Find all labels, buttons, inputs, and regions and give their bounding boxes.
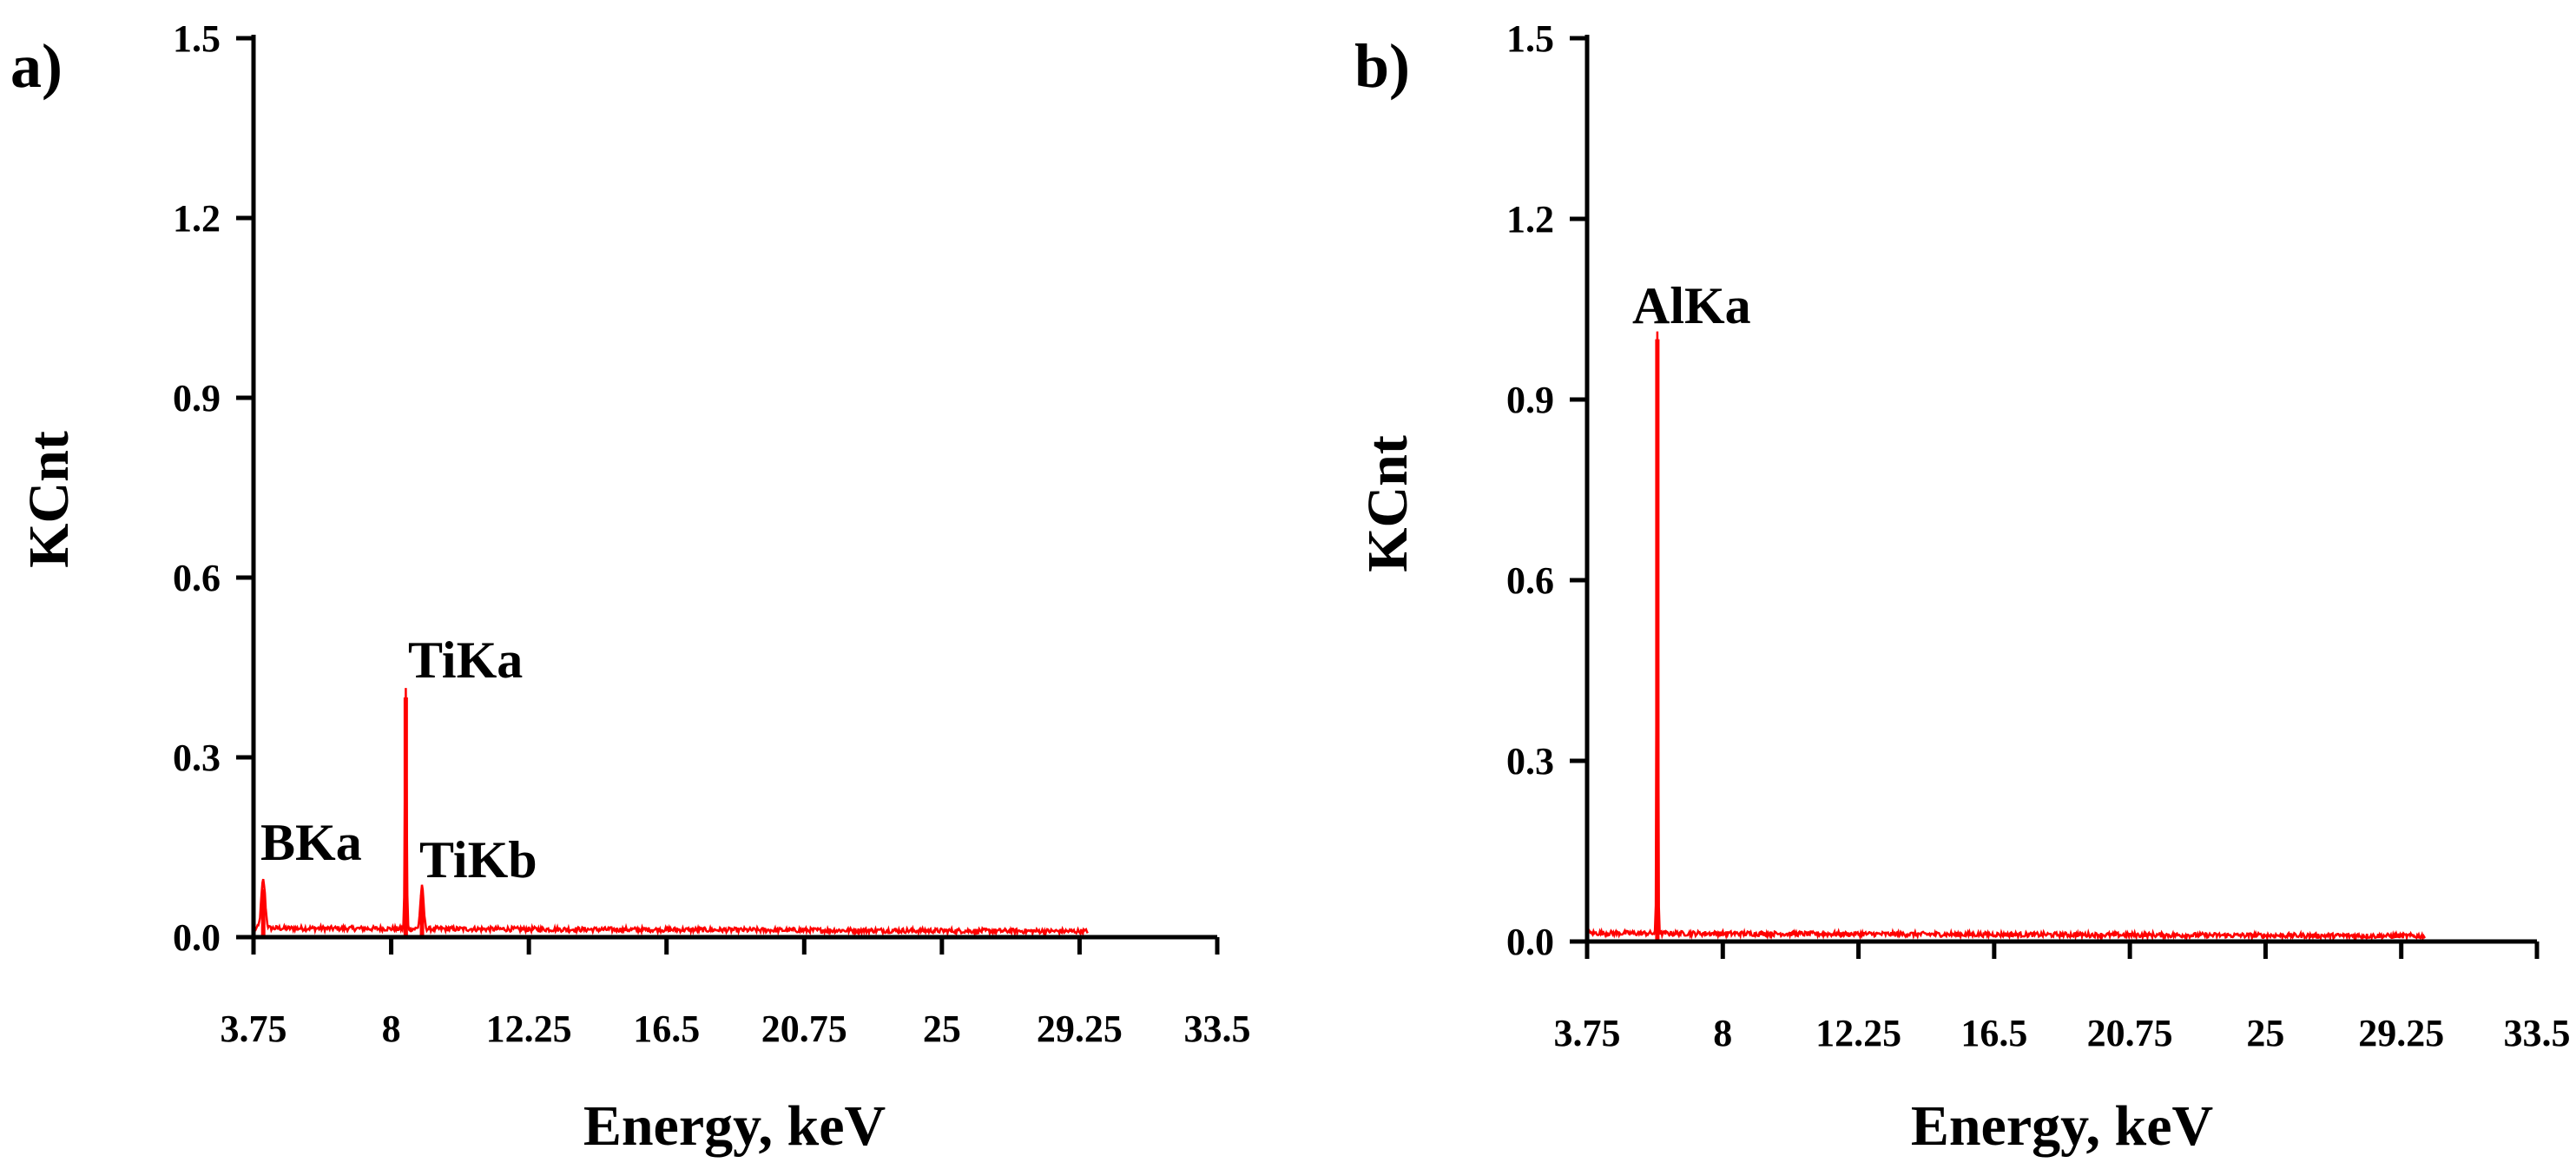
- x-tick-label: 29.25: [1037, 1008, 1123, 1050]
- x-tick-label: 16.5: [633, 1008, 700, 1050]
- y-tick-label: 1.5: [1506, 17, 1554, 60]
- y-tick-label: 0.3: [173, 737, 221, 779]
- x-tick-label: 12.25: [1815, 1012, 1901, 1054]
- x-axis-title: Energy, keV: [583, 1094, 886, 1158]
- x-tick-label: 16.5: [1960, 1012, 2027, 1054]
- spectrum-line: [1587, 331, 2427, 942]
- x-tick-label: 25: [2246, 1012, 2284, 1054]
- y-axis-title: KCnt: [1356, 435, 1420, 572]
- y-tick-label: 0.0: [173, 916, 221, 959]
- spectrum-line: [254, 688, 1089, 938]
- x-tick-label: 29.25: [2358, 1012, 2444, 1054]
- y-tick-label: 0.3: [1506, 740, 1554, 783]
- y-tick-label: 1.5: [173, 17, 221, 60]
- x-axis-title: Energy, keV: [1911, 1094, 2213, 1158]
- y-tick-label: 0.9: [173, 377, 221, 420]
- x-tick-label: 3.75: [1554, 1012, 1621, 1054]
- x-tick-label: 20.75: [761, 1008, 847, 1050]
- x-tick-label: 33.5: [1184, 1008, 1251, 1050]
- x-tick-label: 8: [1713, 1012, 1732, 1054]
- y-tick-label: 0.0: [1506, 921, 1554, 963]
- y-tick-label: 1.2: [1506, 198, 1554, 241]
- y-axis-title: KCnt: [17, 431, 81, 568]
- x-tick-label: 20.75: [2087, 1012, 2173, 1054]
- x-tick-label: 33.5: [2504, 1012, 2571, 1054]
- peak-label-tikb: TiKb: [419, 831, 537, 889]
- panel-label: b): [1354, 31, 1410, 101]
- peak-label-tika: TiKa: [408, 631, 523, 689]
- x-tick-label: 25: [923, 1008, 961, 1050]
- peak-label-alka: AlKa: [1632, 277, 1751, 334]
- panel-label: a): [10, 31, 63, 101]
- y-tick-label: 0.9: [1506, 379, 1554, 421]
- chart-panel-b: 0.0 0.3 0.6 0.9 1.2 1.5 3.75 8 12.25 16.5 20.75 25 2…: [1354, 17, 2571, 1158]
- x-tick-label: 12.25: [486, 1008, 572, 1050]
- y-tick-label: 1.2: [173, 197, 221, 240]
- y-tick-label: 0.6: [1506, 559, 1554, 602]
- peak-label-bka: BKa: [260, 814, 362, 871]
- x-tick-label: 8: [382, 1008, 401, 1050]
- x-tick-label: 3.75: [221, 1008, 287, 1050]
- y-tick-label: 0.6: [173, 557, 221, 599]
- chart-panel-a: 0.0 0.3 0.6 0.9 1.2 1.5 3.75 8 12.25 16.5 20.75 25 2…: [10, 17, 1251, 1158]
